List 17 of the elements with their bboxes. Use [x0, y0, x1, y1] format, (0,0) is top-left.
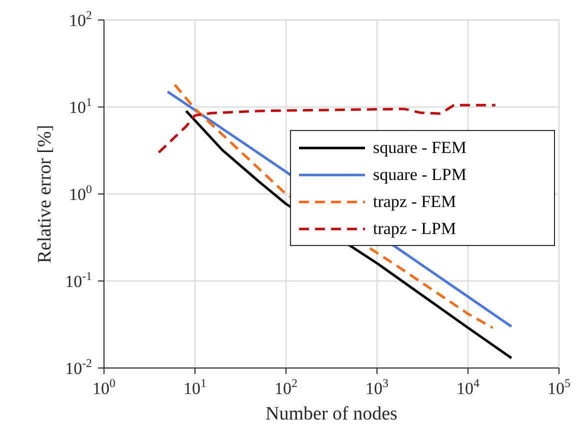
x-tick-label: 10$^{5}$	[548, 376, 571, 398]
legend-label: trapz - FEM	[373, 192, 456, 212]
y-axis-title: Relative error [%]	[34, 124, 56, 264]
y-tick-label: 10$^{-2}$	[65, 356, 92, 378]
x-tick-label: 10$^{3}$	[366, 376, 389, 398]
x-tick-label: 10$^{0}$	[92, 376, 116, 398]
x-tick-label: 10$^{2}$	[274, 376, 298, 398]
x-axis-title: Number of nodes	[266, 403, 398, 424]
x-tick-label: 10$^{4}$	[456, 376, 480, 398]
y-tick-label: 10$^{0}$	[69, 182, 92, 204]
legend-label: square - LPM	[373, 164, 466, 184]
legend-label: trapz - LPM	[373, 218, 456, 238]
y-tick-label: 10$^{2}$	[69, 8, 92, 30]
y-tick-label: 10$^{-1}$	[65, 269, 92, 291]
legend-label: square - FEM	[373, 138, 466, 158]
y-tick-label: 10$^{1}$	[69, 95, 92, 117]
x-tick-label: 10$^{1}$	[184, 376, 207, 398]
